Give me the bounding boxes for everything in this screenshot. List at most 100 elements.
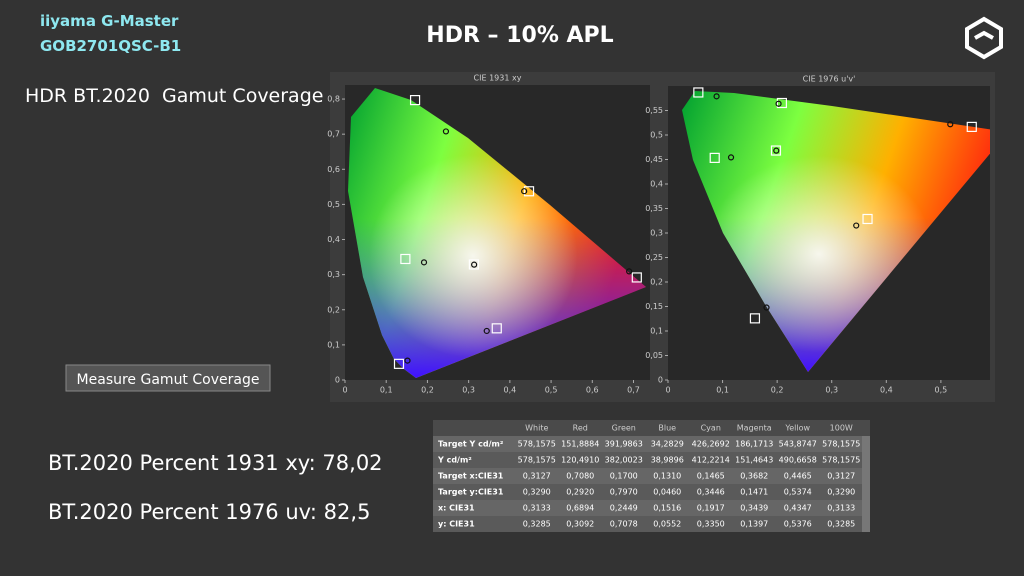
measured-marker <box>483 327 490 335</box>
scrollbar[interactable] <box>862 436 870 532</box>
y-tick-label: 0,4 <box>327 235 340 244</box>
x-tick-label: 0 <box>665 386 670 395</box>
measured-marker <box>521 188 528 195</box>
table-row <box>433 500 862 516</box>
x-tick-label: 0,3 <box>462 386 475 395</box>
y-tick-label: 0,8 <box>327 95 340 104</box>
table-cell: 0,7078 <box>610 520 638 529</box>
table-cell: 0,1397 <box>740 520 768 529</box>
result: BT.2020 Percent 1931 xy: 78,02 <box>48 451 383 475</box>
target-marker <box>693 87 704 98</box>
table-cell: 578,1575 <box>822 456 860 465</box>
target-marker <box>468 259 479 270</box>
x-tick-label: 0,5 <box>935 386 948 395</box>
section-title: HDR BT.2020 Gamut Coverage <box>25 85 323 107</box>
table-cell: 0,2920 <box>566 488 594 497</box>
table-cell: 0,3127 <box>523 472 551 481</box>
target-marker <box>393 358 405 369</box>
target-marker <box>749 313 761 324</box>
table-cell: 490,6658 <box>779 456 817 465</box>
x-tick-label: 0,3 <box>825 386 838 395</box>
logo <box>965 16 1003 60</box>
target-marker <box>409 95 421 106</box>
x-tick-label: 0,1 <box>716 386 729 395</box>
table-cell: 151,4643 <box>735 456 773 465</box>
y-tick-label: 0,3 <box>650 229 663 238</box>
table-cell: 426,2692 <box>692 440 730 449</box>
y-tick-label: 0,3 <box>327 270 340 279</box>
column-header: 100W <box>830 424 853 433</box>
table-row <box>433 468 862 484</box>
target-marker <box>862 213 873 225</box>
gamut-locus <box>682 91 990 372</box>
table-cell: 0,6894 <box>566 504 594 513</box>
button-label[interactable]: Measure Gamut Coverage <box>77 372 260 388</box>
measured-marker <box>471 261 478 268</box>
x-tick-label: 0,2 <box>421 386 434 395</box>
y-tick-label: 0,2 <box>650 278 663 287</box>
x-tick-label: 0,6 <box>586 386 599 395</box>
table-cell: 0,1516 <box>653 504 681 513</box>
model: GOB2701QSC-B1 <box>40 37 181 55</box>
column-header: Yellow <box>784 424 810 433</box>
measured-marker <box>947 121 954 128</box>
row-header: Target Y cd/m² <box>438 440 504 449</box>
x-tick-label: 0,5 <box>545 386 558 395</box>
x-tick-label: 0,7 <box>627 386 640 395</box>
table-row <box>433 436 862 452</box>
y-tick-label: 0,4 <box>650 180 663 189</box>
table-cell: 0,3290 <box>523 488 551 497</box>
table-cell: 578,1575 <box>518 440 556 449</box>
table-cell: 0,7970 <box>610 488 638 497</box>
x-tick-label: 0 <box>342 386 347 395</box>
table-cell: 151,8884 <box>561 440 599 449</box>
row-header: Y cd/m² <box>437 456 472 465</box>
target-marker <box>770 145 782 156</box>
y-tick-label: 0,5 <box>650 131 663 140</box>
column-header: Cyan <box>701 424 721 433</box>
table-cell: 0,3133 <box>523 504 551 513</box>
measured-marker <box>713 93 720 100</box>
table-row <box>433 484 862 500</box>
y-tick-label: 0,25 <box>645 253 663 262</box>
measured-marker <box>442 128 450 135</box>
y-tick-label: 0,05 <box>645 351 663 360</box>
y-tick-label: 0,55 <box>645 106 663 115</box>
table-row <box>433 516 862 532</box>
measured-marker <box>763 304 770 311</box>
y-tick-label: 0,1 <box>327 340 340 349</box>
result: BT.2020 Percent 1976 uv: 82,5 <box>48 500 370 524</box>
table-cell: 0,0460 <box>653 488 681 497</box>
x-tick-label: 0,4 <box>880 386 893 395</box>
table-cell: 34,2829 <box>651 440 684 449</box>
target-marker <box>523 186 535 197</box>
y-tick-label: 0,35 <box>645 204 663 213</box>
table-cell: 0,3127 <box>827 472 855 481</box>
table-cell: 0,1471 <box>740 488 768 497</box>
table-cell: 0,5376 <box>784 520 812 529</box>
y-tick-label: 0 <box>658 376 663 385</box>
x-tick-label: 0,1 <box>380 386 393 395</box>
target-marker <box>400 253 411 265</box>
y-tick-label: 0,1 <box>650 327 663 336</box>
table-cell: 0,3285 <box>827 520 855 529</box>
column-header: Blue <box>658 424 676 433</box>
button[interactable] <box>65 364 271 392</box>
table-cell: 0,3682 <box>740 472 768 481</box>
table-cell: 38,9896 <box>651 456 684 465</box>
measured-marker <box>404 357 411 364</box>
table-cell: 0,1917 <box>697 504 725 513</box>
table-cell: 0,7080 <box>566 472 594 481</box>
measured-marker <box>420 259 428 266</box>
y-tick-label: 0 <box>335 376 340 385</box>
target-marker <box>709 152 720 163</box>
x-tick-label: 0,2 <box>771 386 784 395</box>
column-header: White <box>525 424 548 433</box>
table-cell: 0,4347 <box>784 504 812 513</box>
table-cell: 412,2214 <box>692 456 730 465</box>
table-cell: 120,4910 <box>561 456 599 465</box>
chart-title: CIE 1976 u'v' <box>803 75 856 84</box>
measured-marker <box>727 154 735 161</box>
